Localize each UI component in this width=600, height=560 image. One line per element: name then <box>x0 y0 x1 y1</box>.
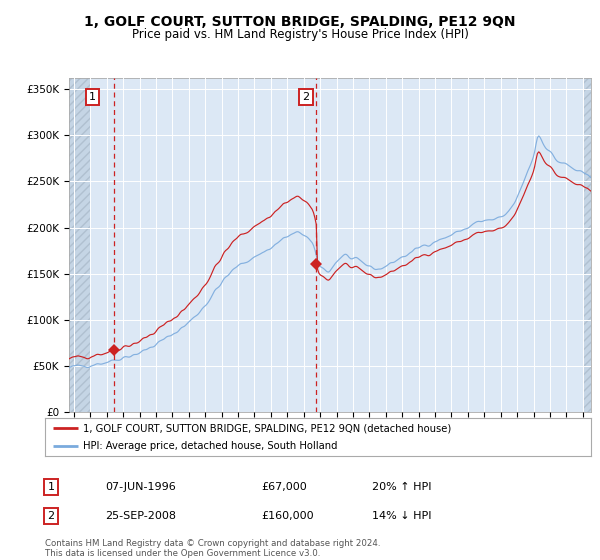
Text: 2: 2 <box>302 92 310 102</box>
Text: 20% ↑ HPI: 20% ↑ HPI <box>372 482 431 492</box>
Text: Price paid vs. HM Land Registry's House Price Index (HPI): Price paid vs. HM Land Registry's House … <box>131 28 469 41</box>
Text: 1: 1 <box>47 482 55 492</box>
Text: HPI: Average price, detached house, South Holland: HPI: Average price, detached house, Sout… <box>83 441 338 451</box>
Text: 25-SEP-2008: 25-SEP-2008 <box>105 511 176 521</box>
Text: 1, GOLF COURT, SUTTON BRIDGE, SPALDING, PE12 9QN: 1, GOLF COURT, SUTTON BRIDGE, SPALDING, … <box>84 15 516 29</box>
Text: £160,000: £160,000 <box>261 511 314 521</box>
Text: 1: 1 <box>89 92 96 102</box>
Text: £67,000: £67,000 <box>261 482 307 492</box>
Text: This data is licensed under the Open Government Licence v3.0.: This data is licensed under the Open Gov… <box>45 549 320 558</box>
Text: 14% ↓ HPI: 14% ↓ HPI <box>372 511 431 521</box>
Text: 07-JUN-1996: 07-JUN-1996 <box>105 482 176 492</box>
Text: 2: 2 <box>47 511 55 521</box>
Text: 1, GOLF COURT, SUTTON BRIDGE, SPALDING, PE12 9QN (detached house): 1, GOLF COURT, SUTTON BRIDGE, SPALDING, … <box>83 423 451 433</box>
Text: Contains HM Land Registry data © Crown copyright and database right 2024.: Contains HM Land Registry data © Crown c… <box>45 539 380 548</box>
